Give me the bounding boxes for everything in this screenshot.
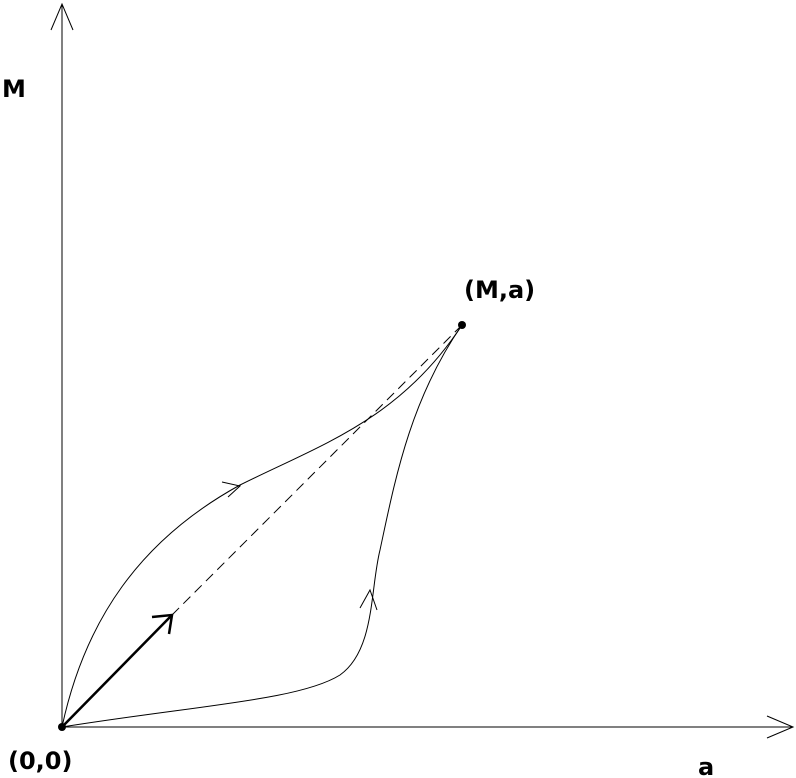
y-axis-arrowhead	[50, 2, 74, 31]
origin-point	[58, 723, 66, 731]
upper-path-arrowhead	[221, 481, 242, 498]
paths	[61, 324, 463, 728]
vector-line	[61, 614, 173, 728]
x-axis-label: a	[698, 753, 714, 778]
end-point-label: (M,a)	[464, 276, 535, 304]
axes	[50, 2, 795, 739]
y-axis-label: M	[2, 75, 26, 103]
lower-path-arrowhead	[359, 588, 378, 611]
dashed-line	[171, 324, 463, 616]
end-point	[458, 321, 466, 329]
upper-path	[61, 324, 463, 728]
direction-vector	[61, 613, 174, 728]
x-axis-arrowhead	[766, 715, 795, 739]
vector-arrowhead	[151, 613, 174, 635]
lower-path	[61, 324, 463, 728]
origin-label: (0,0)	[8, 747, 72, 775]
